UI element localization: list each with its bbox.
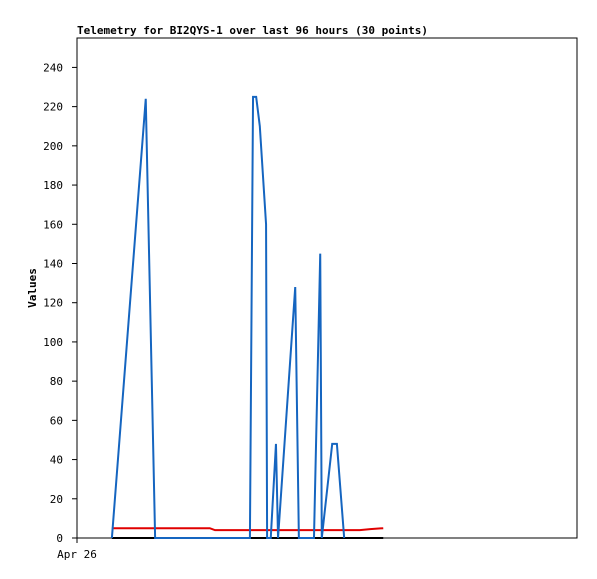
y-tick-label: 60 — [50, 414, 63, 427]
y-tick-label: 240 — [43, 61, 63, 74]
x-tick-label: Apr 26 — [57, 548, 97, 561]
y-tick-label: 180 — [43, 179, 63, 192]
chart-title: Telemetry for BI2QYS-1 over last 96 hour… — [77, 24, 428, 37]
series-line — [110, 95, 346, 539]
y-tick-label: 80 — [50, 375, 63, 388]
y-axis-label: Values — [26, 268, 39, 308]
y-tick-label: 200 — [43, 140, 63, 153]
y-tick-label: 160 — [43, 218, 63, 231]
y-tick-label: 220 — [43, 101, 63, 114]
y-tick-label: 140 — [43, 257, 63, 270]
y-tick-label: 120 — [43, 297, 63, 310]
y-tick-label: 20 — [50, 493, 63, 506]
y-tick-label: 0 — [56, 532, 63, 545]
plot-frame — [76, 37, 578, 539]
series-line — [111, 527, 384, 532]
y-tick-label: 40 — [50, 454, 63, 467]
y-tick-label: 100 — [43, 336, 63, 349]
